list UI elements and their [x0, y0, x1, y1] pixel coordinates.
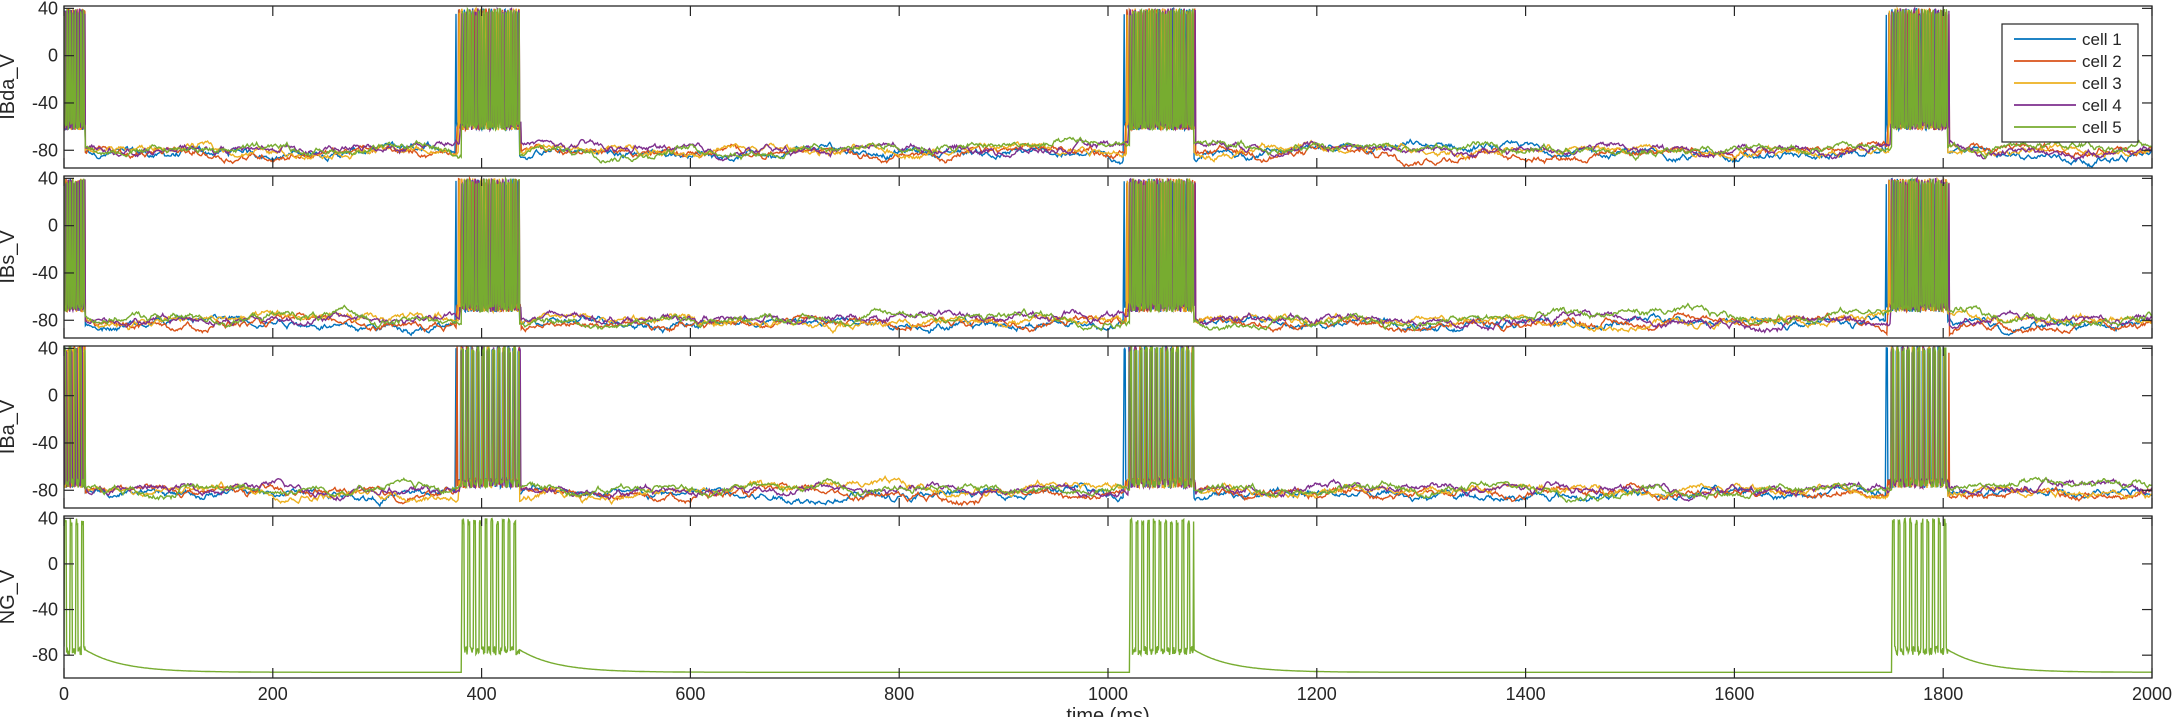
x-tick-label: 0	[59, 684, 69, 704]
trace-cell-5	[64, 9, 2152, 163]
x-tick-label: 800	[884, 684, 914, 704]
y-tick-label: 40	[38, 508, 58, 528]
x-tick-label: 200	[258, 684, 288, 704]
panel-frame	[64, 516, 2152, 678]
y-tick-label: 0	[48, 216, 58, 236]
traces	[64, 346, 2152, 506]
trace-cell-4	[64, 178, 2152, 332]
y-tick-label: 0	[48, 386, 58, 406]
y-tick-label: 0	[48, 46, 58, 66]
panel-ng-v: -80 -40 0 40 NG_V	[0, 508, 2152, 678]
x-tick-label: 1000	[1088, 684, 1128, 704]
panel-iba-v: -80 -40 0 40 IBa_V	[0, 338, 2152, 508]
panel-ibda-v: -80 -40 0 40 IBda_V	[0, 0, 2152, 168]
trace-cell-4	[64, 346, 2152, 501]
trace-cell-5	[64, 179, 2152, 331]
y-axis-label: IBs_V	[0, 230, 19, 284]
y-tick-label: -40	[32, 433, 58, 453]
y-tick-label: -80	[32, 140, 58, 160]
legend-entry: cell 5	[2082, 118, 2122, 137]
y-axis-label: IBda_V	[0, 54, 19, 120]
y-tick-label: -40	[32, 600, 58, 620]
legend: cell 1 cell 2 cell 3 cell 4 cell 5	[2002, 24, 2138, 142]
traces	[64, 178, 2152, 335]
x-tick-label: 1200	[1297, 684, 1337, 704]
x-tick-label: 600	[675, 684, 705, 704]
traces	[64, 518, 2152, 672]
trace-cell-3	[64, 178, 2152, 332]
trace-cell-3	[64, 346, 2152, 504]
y-tick-label: 40	[38, 168, 58, 188]
trace-cell-5	[64, 346, 2152, 502]
y-axis-label: IBa_V	[0, 399, 19, 454]
y-tick-label: -40	[32, 263, 58, 283]
y-axis-label: NG_V	[0, 569, 19, 624]
y-tick-label: -40	[32, 93, 58, 113]
x-axis-label: time (ms)	[1066, 705, 1149, 717]
y-tick-label: -80	[32, 480, 58, 500]
trace-cell-4	[64, 9, 2152, 161]
x-tick-label: 1600	[1714, 684, 1754, 704]
y-tick-label: 0	[48, 554, 58, 574]
panels-layer: -80 -40 0 40 IBda_V -80 -40 0 40 IBs_V -80 -40 0 40 IB…	[0, 0, 2152, 678]
legend-entry: cell 3	[2082, 74, 2122, 93]
y-tick-label: -80	[32, 645, 58, 665]
x-axis: time (ms) 0 200 400 600 800 1000 1200 1400 1600 1…	[59, 684, 2172, 717]
x-tick-label: 400	[467, 684, 497, 704]
trace-cell-5	[64, 518, 2152, 672]
x-tick-label: 1800	[1923, 684, 1963, 704]
trace-cell-2	[64, 346, 2152, 505]
legend-entry: cell 2	[2082, 52, 2122, 71]
y-tick-label: -80	[32, 310, 58, 330]
y-tick-label: 40	[38, 338, 58, 358]
panel-ibs-v: -80 -40 0 40 IBs_V	[0, 168, 2152, 338]
x-tick-label: 1400	[1506, 684, 1546, 704]
trace-cell-3	[64, 8, 2152, 161]
y-tick-label: 40	[38, 0, 58, 18]
traces	[64, 8, 2152, 167]
legend-entry: cell 1	[2082, 30, 2122, 49]
legend-entry: cell 4	[2082, 96, 2122, 115]
x-tick-label: 2000	[2132, 684, 2172, 704]
